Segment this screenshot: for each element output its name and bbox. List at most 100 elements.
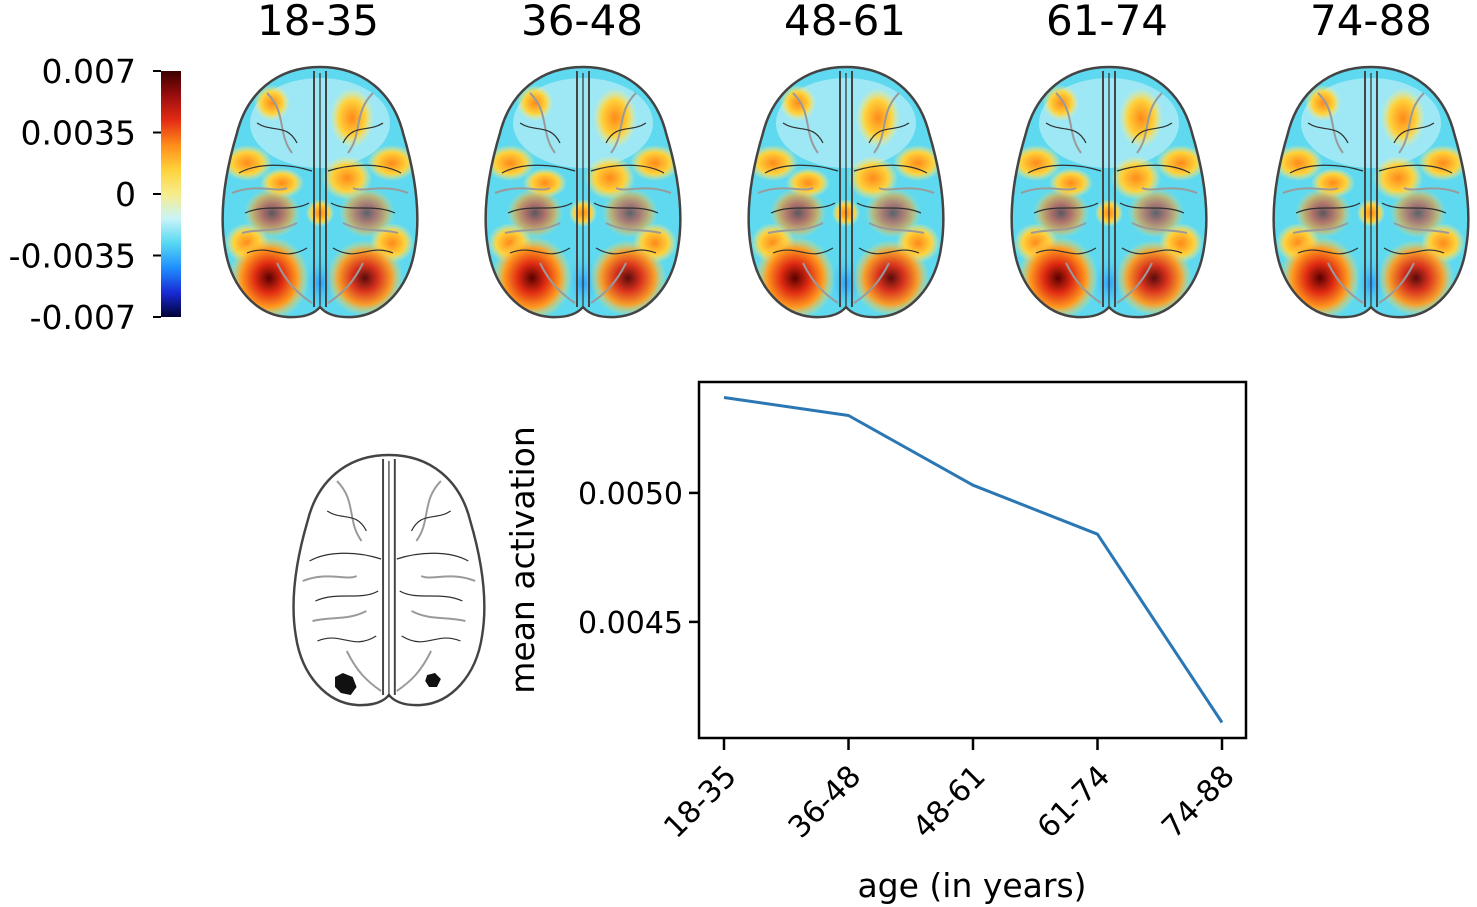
sulcus-dark (1121, 247, 1183, 255)
activation-hotspot (244, 188, 300, 238)
brain-outline (747, 65, 945, 319)
sulcus-dark (856, 202, 922, 214)
sulcus-light (352, 187, 409, 194)
activation-hotspot (327, 240, 403, 316)
sulcus-light (1055, 92, 1082, 154)
brain-outline (221, 65, 419, 319)
brain-map-title: 18-35 (257, 0, 379, 45)
sulcus-light (1378, 262, 1415, 304)
activation-hotspot (1128, 188, 1184, 238)
y-axis-label: mean activation (503, 426, 542, 694)
sulcus-dark (853, 164, 928, 174)
sulcus-light (1403, 187, 1460, 194)
sulcus-dark (1045, 122, 1087, 144)
activation-blob (330, 88, 374, 148)
sulcus-light (1398, 92, 1425, 154)
activation-blob (748, 145, 798, 181)
sulcus-light (868, 222, 925, 234)
sulcus-dark (868, 122, 910, 144)
sulcus-light (336, 480, 363, 542)
x-tick-label: 61-74 (1031, 759, 1117, 845)
sulcus-light (396, 650, 432, 692)
midline (382, 459, 396, 695)
sulcus-dark (605, 122, 647, 144)
sulcus-dark (593, 202, 659, 214)
brain-map (747, 65, 945, 319)
sulcus-light (241, 222, 298, 234)
sulcus-light (312, 610, 367, 622)
activation-blob (367, 145, 417, 181)
activation-blob (222, 145, 272, 181)
sulcus-light (1116, 262, 1153, 304)
sulcus-dark (256, 122, 298, 144)
activation-blob (1418, 145, 1468, 181)
activation-blob (1156, 145, 1206, 181)
sulcus-light (853, 262, 890, 304)
activation-hotspot (602, 188, 658, 238)
sulcus-dark (399, 590, 463, 602)
activation-hotspot (339, 188, 395, 238)
midline (1364, 71, 1378, 307)
y-tick-label: 0.0050 (578, 477, 683, 512)
sulcus-dark (782, 122, 824, 144)
brain-map-title: 61-74 (1046, 0, 1168, 45)
sulcus-dark (396, 552, 469, 562)
sulcus-light (327, 262, 364, 304)
sulcus-light (1020, 187, 1077, 194)
sulcus-dark (1131, 122, 1173, 144)
sulcus-light (539, 262, 576, 304)
colorbar-tick-label: 0.0035 (21, 114, 136, 153)
sulcus-light (504, 222, 561, 234)
activation-blob (1305, 85, 1341, 121)
x-tick-label: 74-88 (1155, 759, 1241, 845)
sulcus-dark (1035, 247, 1097, 255)
sulcus-light (231, 187, 288, 194)
activation-blob (593, 88, 637, 148)
sulcus-light (411, 610, 466, 622)
sulcus-dark (1393, 122, 1435, 144)
sulcus-light (1136, 92, 1163, 154)
sulcus-light (802, 262, 839, 304)
sulcus-dark (410, 510, 452, 532)
sulcus-light (615, 187, 672, 194)
sulcus-dark (1116, 164, 1191, 174)
sulcus-dark (1289, 164, 1364, 174)
colorbar-ticks: 0.007 0.0035 0 -0.0035 -0.007 (9, 52, 161, 337)
colorbar-tick-label: -0.007 (30, 298, 136, 337)
sulcus-dark (507, 202, 573, 214)
activation-hotspot (1018, 236, 1098, 318)
sulcus-dark (1033, 202, 1099, 214)
activation-hotspot (770, 188, 826, 238)
brain-map (221, 65, 419, 319)
sulcus-light (590, 262, 627, 304)
activation-blob (1119, 88, 1163, 148)
sulcus-dark (595, 247, 657, 255)
sulcus-light (767, 222, 824, 234)
activation-hotspot (1033, 188, 1089, 238)
activation-hotspot (1295, 188, 1351, 238)
sulcus-light (1131, 222, 1188, 234)
sulcus-dark (858, 247, 920, 255)
sulcus-light (420, 575, 476, 582)
sulcus-light (757, 187, 814, 194)
activation-hotspot (1390, 188, 1446, 238)
series-line (723, 396, 1224, 724)
sulcus-dark (1383, 247, 1445, 255)
sulcus-dark (501, 164, 576, 174)
sulcus-dark (326, 510, 367, 532)
sulcus-light (1065, 262, 1102, 304)
sulcus-light (345, 650, 382, 692)
x-tick-label: 36-48 (782, 759, 868, 845)
x-tick-label: 18-35 (657, 759, 743, 845)
activation-hotspot (590, 240, 666, 316)
sulcus-dark (1027, 164, 1102, 174)
activation-blob (1011, 145, 1061, 181)
activation-blob (485, 145, 535, 181)
sulcus-dark (330, 202, 396, 214)
colorbar: 0.007 0.0035 0 -0.0035 -0.007 (9, 52, 181, 337)
sulcus-light (873, 92, 900, 154)
sulcus-dark (772, 247, 834, 255)
midline (313, 71, 327, 307)
sulcus-dark (246, 247, 308, 255)
sulcus-light (266, 92, 293, 154)
